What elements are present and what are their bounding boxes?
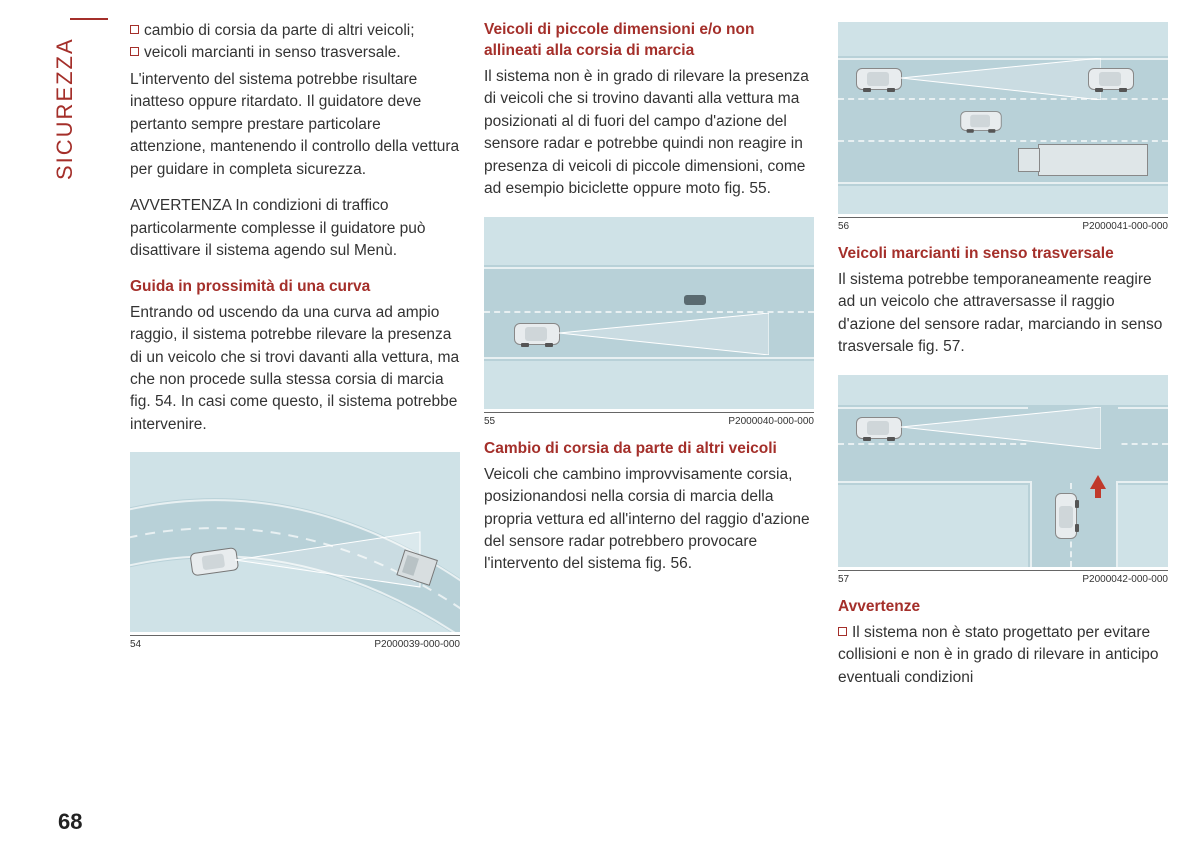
other-car-icon — [960, 111, 1001, 131]
fig-code: P2000042-000-000 — [1082, 574, 1168, 585]
heading: Guida in prossimità di una curva — [130, 277, 460, 298]
radar-beam-icon — [901, 58, 1101, 100]
fig-code: P2000039-000-000 — [374, 639, 460, 650]
figure-55: 55 P2000040-000-000 — [484, 217, 814, 439]
column-1: cambio di corsia da parte di altri veico… — [130, 20, 460, 820]
heading: Cambio di corsia da parte di altri veico… — [484, 439, 814, 460]
heading: Veicoli marcianti in senso trasversale — [838, 244, 1168, 265]
figure-56-caption: 56 P2000041-000-000 — [838, 217, 1168, 232]
motorcycle-icon — [684, 295, 706, 305]
radar-beam-icon — [901, 407, 1101, 449]
col3-bullet: Il sistema non è stato progettato per ev… — [838, 622, 1168, 689]
paragraph: L'intervento del sistema potrebbe risult… — [130, 69, 460, 181]
fig-number: 56 — [838, 221, 849, 232]
paragraph: AVVERTENZA In condizioni di traffico par… — [130, 195, 460, 262]
heading: Avvertenze — [838, 597, 1168, 618]
arrow-up-icon — [1090, 475, 1106, 489]
figure-57-image — [838, 375, 1168, 567]
other-car-icon — [1088, 68, 1134, 90]
ego-car-icon — [856, 417, 902, 439]
column-3: 56 P2000041-000-000 Veicoli marcianti in… — [838, 20, 1168, 820]
figure-54-caption: 54 P2000039-000-000 — [130, 635, 460, 650]
column-2: Veicoli di piccole dimensioni e/o non al… — [484, 20, 814, 820]
figure-54-image — [130, 452, 460, 632]
figure-57-caption: 57 P2000042-000-000 — [838, 570, 1168, 585]
crossing-car-icon — [1055, 493, 1077, 539]
paragraph: Il sistema potrebbe temporaneamente reag… — [838, 269, 1168, 359]
figure-55-caption: 55 P2000040-000-000 — [484, 412, 814, 427]
bullet-icon — [130, 47, 139, 56]
figure-57: 57 P2000042-000-000 — [838, 375, 1168, 597]
figure-56: 56 P2000041-000-000 — [838, 22, 1168, 244]
paragraph: Veicoli che cambino improvvisamente cors… — [484, 464, 814, 576]
fig54-svg — [130, 452, 460, 632]
paragraph: Entrando od uscendo da una curva ad ampi… — [130, 302, 460, 437]
fig-code: P2000041-000-000 — [1082, 221, 1168, 232]
text: veicoli marcianti in senso trasversale. — [144, 44, 401, 61]
fig-number: 55 — [484, 416, 495, 427]
page-columns: cambio di corsia da parte di altri veico… — [60, 20, 1160, 820]
ego-car-icon — [514, 323, 560, 345]
truck-cab-icon — [1018, 148, 1040, 172]
fig-number: 54 — [130, 639, 141, 650]
radar-beam-icon — [559, 313, 769, 355]
figure-55-image — [484, 217, 814, 409]
bullet-icon — [130, 25, 139, 34]
text: Il sistema non è stato progettato per ev… — [838, 624, 1159, 686]
fig-number: 57 — [838, 574, 849, 585]
heading: Veicoli di piccole dimensioni e/o non al… — [484, 20, 814, 62]
fig-code: P2000040-000-000 — [728, 416, 814, 427]
paragraph: Il sistema non è in grado di rilevare la… — [484, 66, 814, 201]
col1-bullets: cambio di corsia da parte di altri veico… — [130, 20, 460, 65]
figure-54: 54 P2000039-000-000 — [130, 452, 460, 662]
text: cambio di corsia da parte di altri veico… — [144, 22, 415, 39]
bullet-icon — [838, 627, 847, 636]
figure-56-image — [838, 22, 1168, 214]
ego-car-icon — [856, 68, 902, 90]
truck-icon — [1038, 144, 1148, 176]
